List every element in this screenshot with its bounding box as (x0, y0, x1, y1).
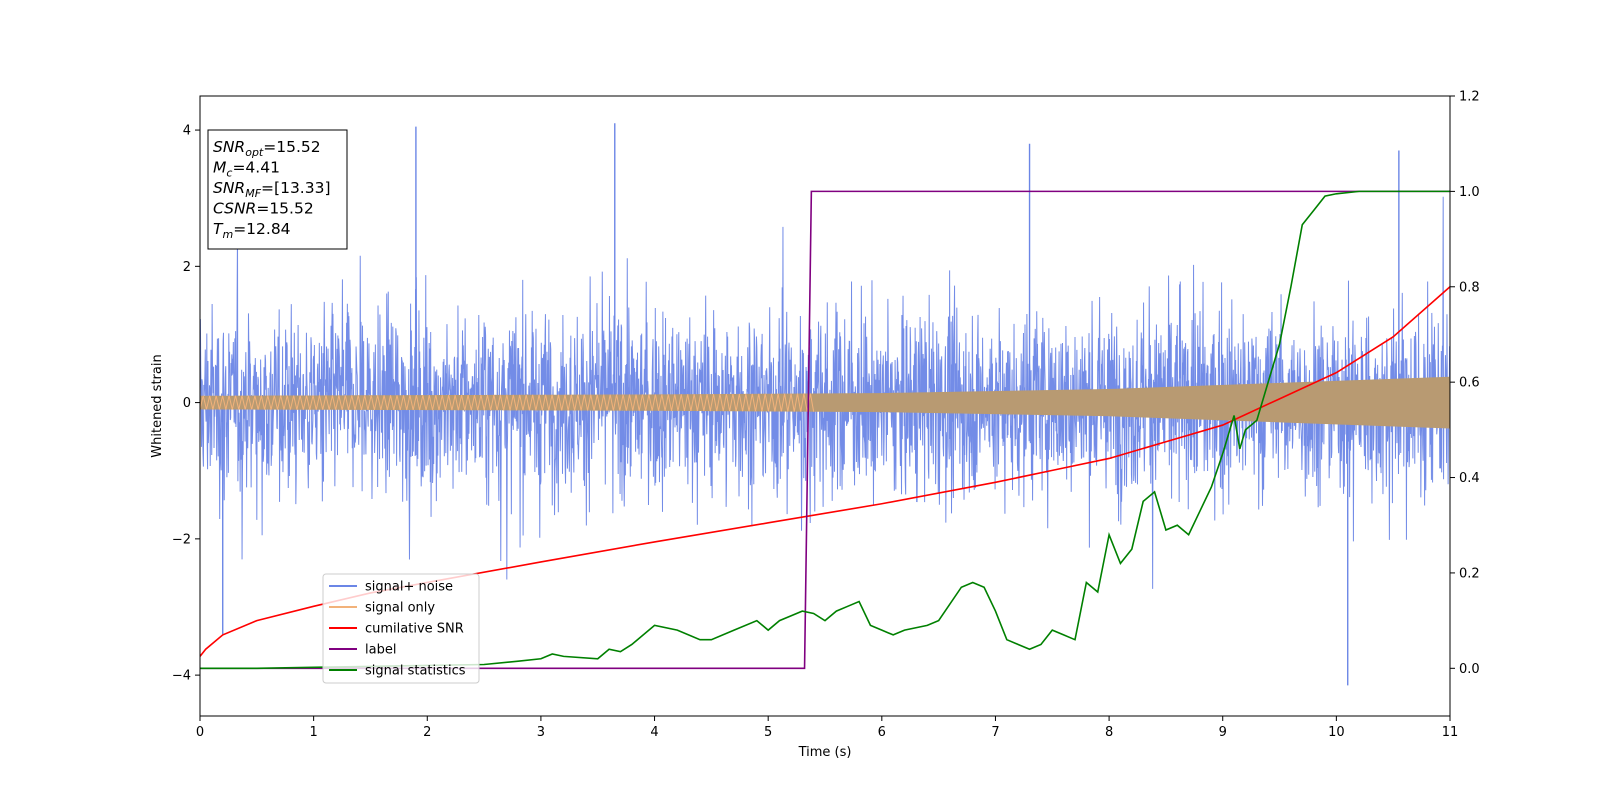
y-tick-label-left: 0 (183, 396, 191, 411)
y-tick-label-right: 1.0 (1459, 185, 1480, 200)
y-tick-label-left: −2 (172, 532, 191, 547)
y-axis-left: −4 −2 0 2 4 (172, 124, 200, 684)
y-tick-label-left: 4 (183, 124, 191, 139)
info-box-row: CSNR=15.52 (213, 200, 314, 218)
x-tick-label: 7 (991, 725, 999, 740)
chirp-band (200, 376, 1450, 429)
x-tick-label: 9 (1219, 725, 1227, 740)
legend-label: signal+ noise (365, 580, 453, 595)
series-signal-statistics (200, 190, 1450, 670)
x-tick-label: 3 (537, 725, 545, 740)
legend-label: signal statistics (365, 664, 466, 679)
y-tick-label-left: −4 (172, 669, 191, 684)
y-tick-label-right: 0.8 (1459, 280, 1480, 295)
x-tick-label: 2 (423, 725, 431, 740)
legend-label: signal only (365, 601, 435, 616)
legend-label: label (365, 643, 396, 658)
chirp-oscillation (199, 393, 815, 412)
y-tick-label-right: 0.4 (1459, 471, 1480, 486)
x-tick-label: 6 (878, 725, 886, 740)
x-tick-label: 5 (764, 725, 772, 740)
chirp-series (199, 376, 1450, 429)
x-tick-label: 10 (1328, 725, 1345, 740)
x-tick-label: 8 (1105, 725, 1113, 740)
info-box: SNRopt=15.52Mc=4.41SNRMF=[13.33]CSNR=15.… (207, 129, 348, 250)
y-tick-label-right: 0.6 (1459, 376, 1480, 391)
y-tick-label-right: 0.2 (1459, 566, 1480, 581)
legend-frame (322, 573, 480, 684)
y-axis-right: 0.0 0.2 0.4 0.6 0.8 1.0 1.2 (1450, 90, 1480, 677)
x-tick-label: 0 (196, 725, 204, 740)
info-box-frame (207, 129, 348, 250)
info-box-row: SNRopt=15.52 (213, 138, 321, 159)
x-axis: 0 1 2 3 4 5 6 7 8 9 10 11 (196, 716, 1458, 740)
y-tick-label-right: 1.2 (1459, 90, 1480, 105)
x-tick-label: 1 (309, 725, 317, 740)
legend-label: cumilative SNR (365, 622, 464, 637)
info-box-row: Tm=12.84 (213, 220, 291, 241)
y-tick-label-right: 0.0 (1459, 662, 1480, 677)
x-tick-label: 11 (1442, 725, 1459, 740)
plot-frame (199, 95, 1451, 717)
legend: signal+ noise signal only cumilative SNR la… (322, 573, 480, 684)
y-tick-label-left: 2 (183, 260, 191, 275)
info-box-row: Mc=4.41 (213, 159, 280, 180)
y-axis-label: Whitened strain (150, 354, 165, 457)
x-axis-label: Time (s) (798, 745, 852, 760)
line-series-group (199, 190, 1451, 670)
series-cumilative-snr (199, 286, 1451, 657)
x-tick-label: 4 (650, 725, 658, 740)
info-box-row: SNRMF=[13.33] (213, 179, 331, 200)
series-label (200, 190, 1450, 670)
